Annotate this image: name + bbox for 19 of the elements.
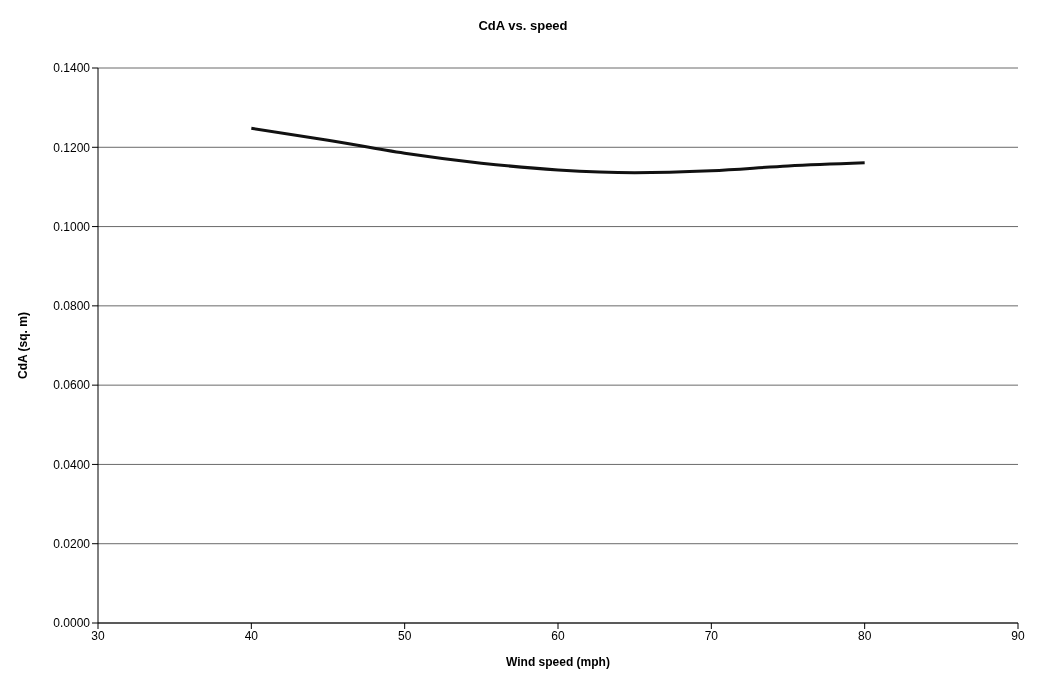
x-tick-label: 90 — [1011, 628, 1025, 643]
x-tick-label: 40 — [244, 628, 259, 643]
y-tick-label: 0.1200 — [53, 140, 91, 155]
x-tick-label: 60 — [551, 628, 565, 643]
y-tick-label: 0.0600 — [53, 378, 91, 393]
y-axis-title: CdA (sq. m) — [16, 312, 31, 379]
line-series — [249, 126, 867, 175]
x-tick-label: 50 — [397, 628, 412, 643]
y-tick-label: 0.0000 — [53, 616, 91, 631]
y-tick-label: 0.0800 — [53, 299, 91, 314]
y-tick-label: 0.0200 — [53, 536, 91, 551]
y-tick-label: 0.0400 — [53, 457, 91, 472]
y-tick-label: 0.1400 — [53, 61, 91, 76]
x-tick-label: 70 — [704, 628, 719, 643]
x-tick-label: 30 — [91, 628, 105, 643]
chart-title: CdA vs. speed — [477, 18, 569, 35]
y-tick-label: 0.1000 — [53, 219, 91, 234]
x-axis-title: Wind speed (mph) — [506, 655, 610, 669]
x-tick-label: 80 — [857, 628, 872, 643]
